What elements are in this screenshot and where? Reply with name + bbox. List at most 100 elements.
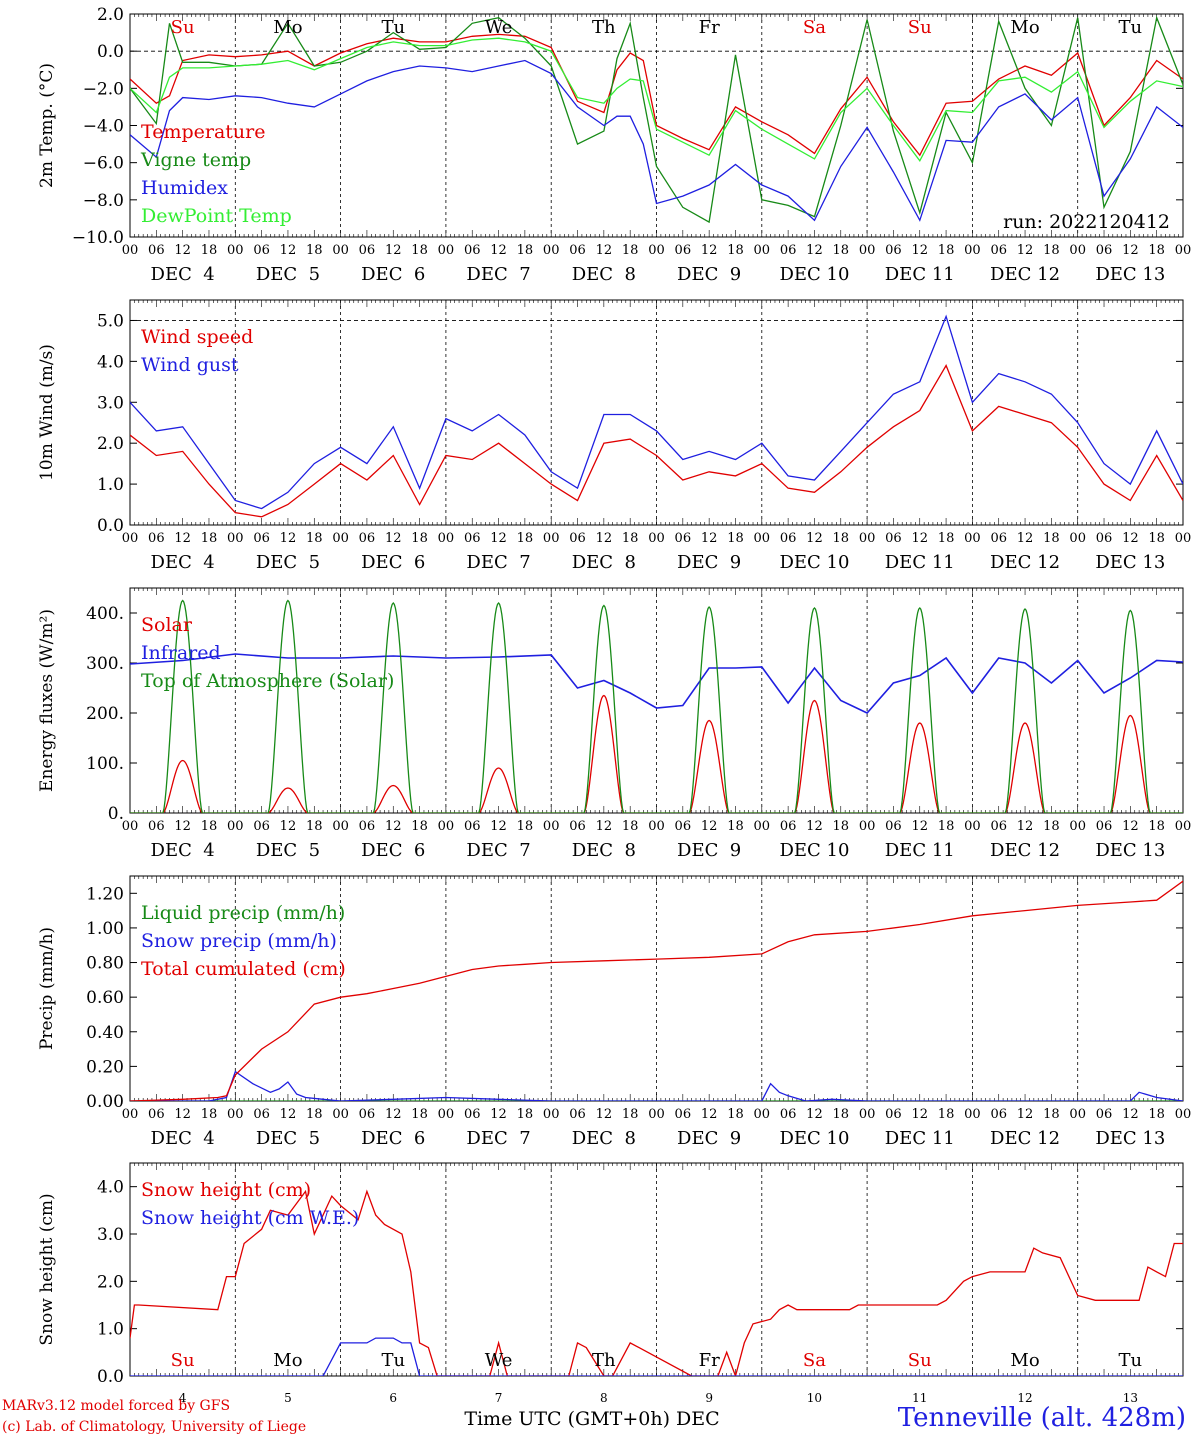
weekday-label: Fr [699,1350,720,1371]
day-number-label: 12 [1017,1391,1032,1405]
hour-tick-label: 00 [438,531,455,546]
date-label: DEC 6 [361,840,425,861]
date-label: DEC 12 [990,264,1060,285]
hour-tick-label: 18 [938,531,955,546]
legend-entry: Infrared [141,642,221,664]
hour-tick-label: 06 [885,243,902,258]
hour-tick-label: 00 [1069,1107,1086,1122]
date-label: DEC 6 [361,552,425,573]
y-axis-label: Energy fluxes (W/m²) [37,609,57,792]
hour-tick-label: 12 [911,1107,928,1122]
legend-entry: Snow precip (mm/h) [141,930,337,952]
hour-tick-label: 00 [227,819,244,834]
y-tick-label: 3.0 [97,393,124,413]
hour-tick-label: 18 [833,531,850,546]
hour-tick-label: 06 [148,531,165,546]
weekday-label: Sa [803,1350,826,1371]
hour-tick-label: 00 [122,819,139,834]
hour-tick-label: 18 [306,1107,323,1122]
weekday-label: Su [908,1350,932,1371]
hour-tick-label: 18 [1148,819,1165,834]
date-label: DEC 10 [779,1128,849,1149]
day-number-label: 4 [179,1391,187,1405]
date-label: DEC 4 [151,1128,215,1149]
hour-tick-label: 00 [438,243,455,258]
plot-area [130,15,1183,224]
hour-tick-label: 12 [1017,243,1034,258]
legend-entry: DewPoint Temp [141,205,292,227]
series-snow-height-cm [130,1189,1183,1376]
legend-entry: Temperature [141,121,265,143]
y-tick-label: 4.0 [97,1178,124,1198]
day-number-label: 6 [389,1391,397,1405]
hour-tick-label: 18 [306,531,323,546]
hour-tick-label: 06 [253,243,270,258]
hour-tick-label: 00 [648,819,665,834]
y-tick-label: −2.0 [83,79,124,99]
run-annotation: run: 2022120412 [1003,211,1170,233]
hour-tick-label: 18 [622,819,639,834]
date-label: DEC 6 [361,1128,425,1149]
panel-frame [129,299,1184,526]
series-humidex [130,59,1183,222]
plot-area [130,314,1183,518]
hour-tick-label: 06 [148,819,165,834]
hour-tick-label: 18 [833,243,850,258]
hour-tick-label: 00 [964,243,981,258]
hour-tick-label: 12 [701,243,718,258]
hour-tick-label: 18 [201,531,218,546]
hour-tick-label: 00 [332,531,349,546]
hour-tick-label: 18 [622,531,639,546]
hour-tick-label: 00 [1175,1107,1192,1122]
hour-tick-label: 18 [1148,531,1165,546]
hour-tick-label: 06 [359,243,376,258]
weekday-label: Tu [1119,17,1143,38]
y-tick-label: 4.0 [97,352,124,372]
hour-tick-label: 06 [1096,243,1113,258]
panel-energy: 0. 100. 200. 300. 400. Energy fluxes (W/m²) 00… [37,587,1191,861]
date-label: DEC 5 [256,840,320,861]
hour-tick-label: 12 [174,243,191,258]
y-tick-label: 0.0 [97,516,124,536]
weekday-label: We [485,17,513,38]
weekday-label: Fr [699,17,720,38]
hour-tick-label: 06 [148,1107,165,1122]
weekday-label: We [485,1350,513,1371]
hour-tick-label: 12 [911,531,928,546]
hour-tick-label: 18 [411,1107,428,1122]
y-tick-label: 2.0 [97,1272,124,1292]
hour-tick-label: 12 [911,819,928,834]
y-tick-label: −4.0 [83,117,124,137]
hour-tick-label: 00 [543,819,560,834]
y-tick-label: 0.00 [86,1092,124,1112]
hour-tick-label: 00 [859,1107,876,1122]
day-number-label: 9 [705,1391,713,1405]
hour-tick-label: 06 [1096,1107,1113,1122]
hour-tick-label: 06 [253,1107,270,1122]
date-label: DEC 4 [151,552,215,573]
hour-tick-label: 18 [727,1107,744,1122]
legend-entry: Top of Atmosphere (Solar) [141,670,394,692]
hour-tick-label: 12 [1017,819,1034,834]
hour-tick-label: 00 [754,243,771,258]
hour-tick-label: 00 [964,819,981,834]
hour-tick-label: 06 [569,819,586,834]
hour-tick-label: 06 [675,1107,692,1122]
hour-tick-label: 12 [280,531,297,546]
hour-tick-label: 00 [648,243,665,258]
hour-tick-label: 00 [754,531,771,546]
hour-tick-label: 06 [1096,819,1113,834]
hour-tick-label: 06 [569,243,586,258]
hour-tick-label: 18 [1043,819,1060,834]
hour-tick-label: 00 [543,531,560,546]
y-tick-label: 0.80 [86,954,124,974]
hour-tick-label: 18 [833,1107,850,1122]
hour-tick-label: 06 [464,243,481,258]
weekday-label: Mo [1010,17,1039,38]
hour-tick-label: 06 [990,819,1007,834]
date-label: DEC 10 [779,840,849,861]
legend-entry: Humidex [141,177,228,199]
hour-tick-label: 18 [1043,531,1060,546]
hour-tick-label: 00 [543,1107,560,1122]
hour-tick-label: 18 [727,531,744,546]
